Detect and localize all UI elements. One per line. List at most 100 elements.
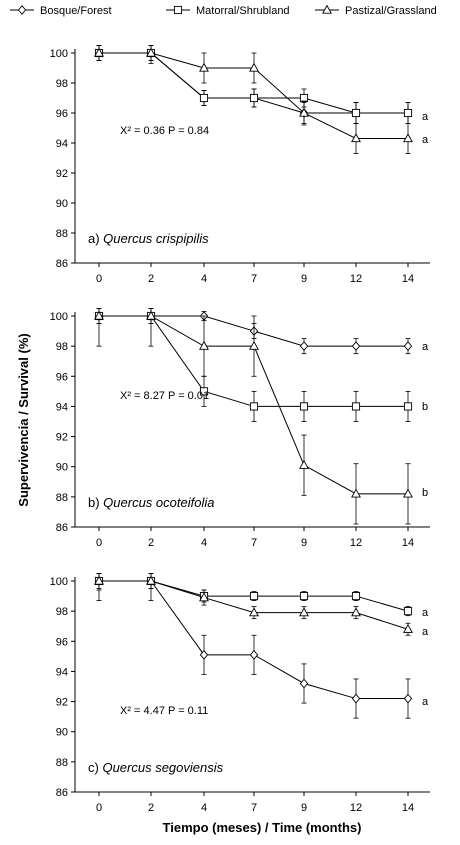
data-point bbox=[146, 575, 156, 585]
panel-label: c) Quercus segoviensis bbox=[88, 760, 224, 775]
data-point bbox=[94, 310, 104, 320]
y-tick-label: 98 bbox=[56, 78, 68, 90]
chi-square-stat: X² = 4.47 P = 0.11 bbox=[120, 705, 208, 717]
legend-marker bbox=[17, 5, 27, 15]
x-tick-label: 4 bbox=[201, 802, 207, 814]
y-tick-label: 86 bbox=[56, 522, 68, 534]
data-point bbox=[351, 693, 361, 704]
data-point bbox=[299, 107, 309, 117]
x-tick-label: 12 bbox=[350, 802, 362, 814]
data-point bbox=[199, 340, 209, 350]
series-line bbox=[99, 580, 409, 630]
panel-label: a) Quercus crispipilis bbox=[88, 231, 209, 246]
y-tick-label: 94 bbox=[56, 401, 68, 413]
data-point bbox=[403, 341, 413, 352]
data-point bbox=[299, 607, 309, 617]
data-point bbox=[299, 93, 309, 103]
data-point bbox=[249, 93, 259, 103]
y-tick-label: 92 bbox=[56, 168, 68, 180]
data-point bbox=[146, 310, 156, 320]
y-tick-label: 92 bbox=[56, 432, 68, 444]
data-point bbox=[299, 592, 309, 601]
data-point bbox=[403, 623, 413, 633]
series-triangle bbox=[94, 45, 413, 154]
x-tick-label: 2 bbox=[148, 537, 154, 549]
x-tick-label: 7 bbox=[251, 273, 257, 285]
data-point bbox=[199, 592, 209, 602]
x-axis-label: Tiempo (meses) / Time (months) bbox=[163, 820, 362, 835]
data-point bbox=[403, 488, 413, 498]
chi-square-stat: X² = 0.36 P = 0.84 bbox=[120, 125, 209, 137]
y-tick-label: 90 bbox=[56, 198, 68, 210]
legend-item: Matorral/Shrubland bbox=[166, 5, 290, 17]
x-tick-label: 4 bbox=[201, 537, 207, 549]
y-tick-label: 96 bbox=[56, 371, 68, 383]
data-point bbox=[249, 62, 259, 72]
y-tick-label: 98 bbox=[56, 341, 68, 353]
y-tick-label: 96 bbox=[56, 636, 68, 648]
x-tick-label: 14 bbox=[402, 802, 414, 814]
data-point bbox=[199, 649, 209, 660]
x-tick-label: 7 bbox=[251, 537, 257, 549]
data-point bbox=[249, 402, 259, 411]
data-point bbox=[199, 62, 209, 72]
series-square bbox=[94, 45, 413, 124]
data-point bbox=[199, 387, 209, 396]
x-tick-label: 9 bbox=[301, 537, 307, 549]
y-tick-label: 86 bbox=[56, 258, 68, 270]
legend-label: Bosque/Forest bbox=[40, 5, 112, 17]
data-point bbox=[199, 93, 209, 103]
significance-letter: a bbox=[422, 607, 429, 619]
significance-letter: b bbox=[422, 401, 428, 413]
significance-letter: a bbox=[422, 696, 429, 708]
significance-letter: b bbox=[422, 487, 428, 499]
significance-letter: a bbox=[422, 134, 429, 146]
data-point bbox=[351, 607, 361, 617]
y-tick-label: 94 bbox=[56, 666, 68, 678]
y-tick-label: 92 bbox=[56, 697, 68, 709]
y-tick-label: 90 bbox=[56, 462, 68, 474]
data-point bbox=[351, 402, 361, 411]
significance-letter: a bbox=[422, 111, 429, 123]
y-tick-label: 96 bbox=[56, 108, 68, 120]
legend-label: Matorral/Shrubland bbox=[196, 5, 290, 17]
legend-marker bbox=[173, 5, 183, 15]
significance-letter: a bbox=[422, 341, 429, 353]
y-tick-label: 88 bbox=[56, 757, 68, 769]
x-tick-label: 0 bbox=[96, 273, 102, 285]
y-axis-label: Supervivencia / Survival (%) bbox=[16, 333, 31, 506]
x-tick-label: 2 bbox=[148, 802, 154, 814]
chart-panel: 86 88 90 92 94 96 98 100 0 2 4 7 9 12 14 a b b X² = 8.27 P… bbox=[50, 308, 430, 549]
x-tick-label: 12 bbox=[350, 273, 362, 285]
data-point bbox=[351, 341, 361, 352]
data-point bbox=[249, 607, 259, 617]
data-point bbox=[249, 340, 259, 350]
y-tick-label: 94 bbox=[56, 138, 68, 150]
series-triangle bbox=[94, 308, 413, 525]
legend-item: Pastizal/Grassland bbox=[315, 4, 437, 17]
data-point bbox=[299, 341, 309, 352]
data-point bbox=[403, 607, 413, 616]
data-point bbox=[351, 488, 361, 498]
data-point bbox=[403, 108, 413, 118]
data-point bbox=[299, 678, 309, 689]
y-tick-label: 100 bbox=[50, 311, 68, 323]
chi-square-stat: X² = 8.27 P = 0.01 bbox=[120, 390, 209, 402]
data-point bbox=[403, 693, 413, 704]
data-point bbox=[299, 459, 309, 469]
series-square bbox=[94, 308, 413, 422]
x-tick-label: 9 bbox=[301, 273, 307, 285]
x-tick-label: 14 bbox=[402, 273, 414, 285]
series-triangle bbox=[94, 573, 413, 636]
panel-label: b) Quercus ocoteifolia bbox=[88, 495, 214, 510]
x-tick-label: 9 bbox=[301, 802, 307, 814]
y-tick-label: 88 bbox=[56, 492, 68, 504]
x-tick-label: 0 bbox=[96, 802, 102, 814]
y-tick-label: 100 bbox=[50, 576, 68, 588]
data-point bbox=[403, 402, 413, 411]
series-diamond bbox=[94, 45, 413, 124]
legend-item: Bosque/Forest bbox=[10, 5, 112, 17]
